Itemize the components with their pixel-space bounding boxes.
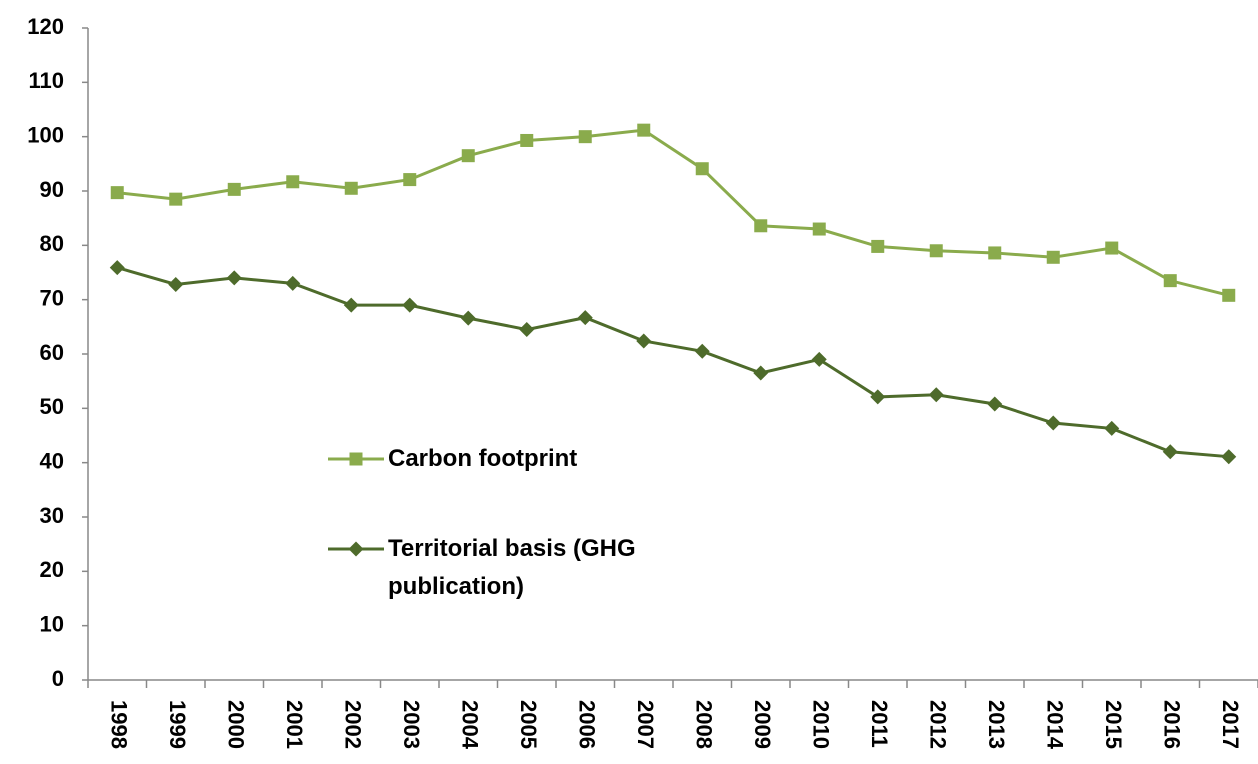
x-tick-label: 1998	[106, 700, 131, 749]
marker	[1162, 444, 1178, 460]
marker	[285, 275, 301, 291]
marker	[988, 246, 1002, 260]
y-tick-label: 110	[29, 68, 65, 93]
marker	[637, 123, 651, 137]
marker	[169, 192, 183, 206]
marker	[286, 175, 300, 189]
marker	[227, 182, 241, 196]
y-tick-label: 40	[40, 448, 64, 473]
series-line	[117, 128, 1230, 297]
marker	[695, 162, 709, 176]
y-tick-label: 30	[40, 503, 64, 528]
x-tick-label: 1999	[165, 700, 190, 749]
marker	[403, 173, 417, 187]
marker	[754, 219, 768, 233]
marker	[1045, 415, 1061, 431]
x-tick-label: 2001	[282, 700, 307, 749]
marker	[1046, 250, 1060, 264]
marker	[1163, 274, 1177, 288]
marker	[110, 186, 124, 200]
x-tick-label: 2002	[340, 700, 365, 749]
x-tick-label: 2007	[633, 700, 658, 749]
marker	[344, 181, 358, 195]
y-tick-label: 100	[27, 122, 64, 147]
marker	[1104, 420, 1120, 436]
marker	[348, 541, 364, 557]
y-tick-label: 120	[27, 14, 64, 39]
x-tick-label: 2014	[1042, 700, 1067, 750]
marker	[1222, 288, 1236, 302]
x-tick-label: 2000	[223, 700, 248, 749]
marker	[636, 333, 652, 349]
marker	[928, 387, 944, 403]
x-tick-label: 2006	[574, 700, 599, 749]
marker	[577, 310, 593, 326]
x-tick-label: 2005	[516, 700, 541, 749]
y-tick-label: 20	[40, 557, 64, 582]
marker	[1221, 449, 1237, 465]
x-tick-label: 2008	[691, 700, 716, 749]
marker	[753, 365, 769, 381]
y-tick-label: 80	[40, 231, 64, 256]
marker	[812, 222, 826, 236]
x-tick-label: 2003	[399, 700, 424, 749]
marker	[109, 260, 125, 276]
x-tick-label: 2016	[1159, 700, 1184, 749]
series-line	[116, 266, 1229, 459]
marker	[929, 244, 943, 258]
x-tick-label: 2013	[984, 700, 1009, 749]
marker	[226, 270, 242, 286]
x-tick-label: 2015	[1101, 700, 1126, 749]
marker	[987, 396, 1003, 412]
y-tick-label: 10	[40, 611, 64, 636]
marker	[520, 133, 534, 147]
legend-item: Carbon footprint	[326, 440, 648, 478]
marker	[1105, 241, 1119, 255]
y-tick-label: 90	[40, 177, 64, 202]
x-tick-label: 2012	[925, 700, 950, 749]
marker	[519, 322, 535, 338]
x-tick-label: 2009	[750, 700, 775, 749]
marker	[402, 297, 418, 313]
marker	[460, 310, 476, 326]
legend-swatch	[328, 541, 384, 557]
marker	[168, 276, 184, 292]
marker	[349, 452, 363, 466]
legend-item: Territorial basis (GHG publication)	[326, 530, 648, 606]
y-tick-label: 0	[52, 666, 64, 691]
marker	[871, 239, 885, 253]
x-tick-label: 2011	[867, 700, 892, 748]
marker	[811, 351, 827, 367]
marker	[694, 343, 710, 359]
legend-swatch	[328, 452, 384, 466]
marker	[461, 149, 475, 163]
y-tick-label: 60	[40, 340, 64, 365]
x-tick-label: 2010	[808, 700, 833, 749]
y-tick-label: 50	[40, 394, 64, 419]
marker	[870, 389, 886, 405]
legend-label: Territorial basis (GHG publication)	[388, 535, 636, 600]
marker	[578, 130, 592, 144]
marker	[343, 297, 359, 313]
legend-label: Carbon footprint	[388, 445, 578, 472]
y-tick-label: 70	[40, 285, 64, 310]
x-tick-label: 2004	[457, 700, 482, 750]
x-tick-label: 2017	[1218, 700, 1243, 749]
